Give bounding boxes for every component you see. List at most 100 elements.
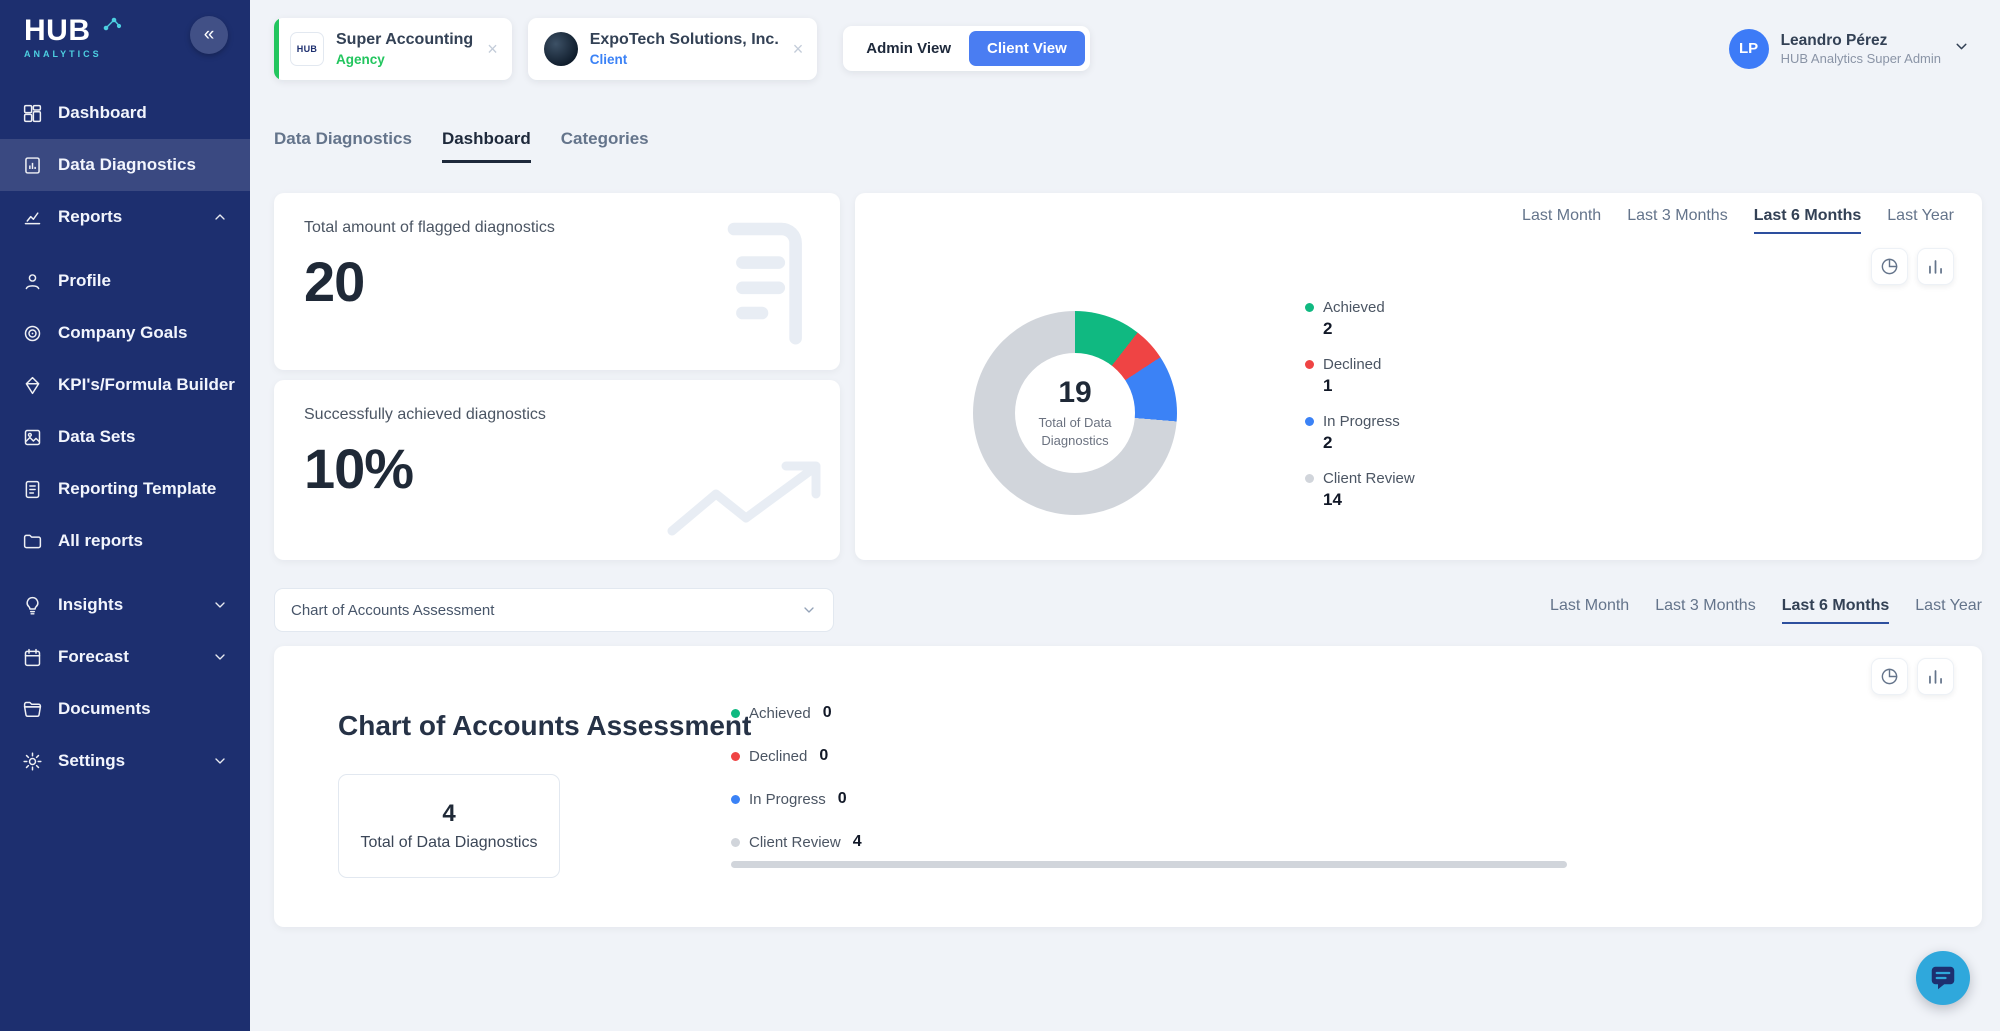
in-progress-dot	[731, 794, 740, 804]
tab-categories[interactable]: Categories	[560, 129, 649, 148]
assessment-bar	[731, 861, 1567, 868]
client-logo	[543, 31, 578, 66]
user-role: HUB Analytics Super Admin	[1780, 51, 1941, 67]
time-filter-tabs: Last Month Last 3 Months Last 6 Months L…	[1550, 597, 1982, 624]
sidebar-item-reporting-template[interactable]: Reporting Template	[0, 463, 250, 515]
assessment-total-value: 4	[442, 800, 456, 827]
client-view-button[interactable]: Client View	[969, 31, 1085, 66]
filter-last-3-months[interactable]: Last 3 Months	[1655, 596, 1756, 614]
data-sets-icon	[22, 427, 43, 448]
achieved-dot	[1305, 303, 1314, 312]
hub-logo-subtitle: ANALYTICS	[24, 49, 102, 59]
view-toggle: Admin View Client View	[843, 26, 1090, 71]
client-chip-subtitle: Client	[589, 52, 628, 67]
tab-dashboard[interactable]: Dashboard	[441, 129, 531, 163]
sidebar-item-profile[interactable]: Profile	[0, 255, 250, 307]
admin-view-button[interactable]: Admin View	[848, 31, 969, 66]
sidebar-item-documents[interactable]: Documents	[0, 683, 250, 735]
filter-last-month[interactable]: Last Month	[1550, 596, 1630, 614]
bar-chart-icon	[1929, 260, 1942, 274]
legend-item-achieved: Achieved 0	[731, 704, 862, 722]
sidebar-item-label: Data Sets	[58, 427, 136, 446]
diagnostics-donut-card: Last Month Last 3 Months Last 6 Months L…	[855, 193, 1982, 560]
donut-total-value: 19	[1058, 376, 1092, 410]
sidebar-item-insights[interactable]: Insights	[0, 579, 250, 631]
pie-chart-toggle-button[interactable]	[1871, 248, 1908, 285]
hub-logo-network-icon	[102, 10, 122, 40]
documents-folder-icon	[22, 699, 43, 720]
assessment-total-label: Total of Data Diagnostics	[360, 834, 538, 851]
avatar: LP	[1728, 28, 1769, 69]
chevron-up-icon	[212, 209, 228, 225]
main-area: HUB Super Accounting Agency × ExpoTech S…	[250, 0, 2000, 1031]
achieved-diagnostics-label: Successfully achieved diagnostics	[304, 406, 546, 423]
content: Data Diagnostics Dashboard Categories To…	[250, 97, 2000, 927]
close-icon[interactable]: ×	[487, 38, 498, 59]
sidebar-item-kpi-formula-builder[interactable]: KPI's/Formula Builder	[0, 359, 250, 411]
page-tabs: Data Diagnostics Dashboard Categories	[274, 129, 1982, 163]
gear-icon	[22, 751, 43, 772]
chat-fab-button[interactable]	[1916, 951, 1970, 1005]
filter-last-6-months[interactable]: Last 6 Months	[1781, 597, 1890, 624]
sidebar-item-label: All reports	[58, 531, 144, 550]
sidebar-item-settings[interactable]: Settings	[0, 735, 250, 787]
sidebar-item-company-goals[interactable]: Company Goals	[0, 307, 250, 359]
sidebar-header: HUB ANALYTICS «	[0, 0, 250, 59]
reports-icon	[22, 207, 43, 228]
close-icon[interactable]: ×	[792, 38, 804, 59]
filter-last-year[interactable]: Last Year	[1915, 596, 1982, 614]
hub-logo: HUB ANALYTICS	[24, 16, 121, 59]
assessment-select-value: Chart of Accounts Assessment	[291, 601, 495, 619]
calendar-icon	[22, 647, 43, 668]
topbar: HUB Super Accounting Agency × ExpoTech S…	[250, 0, 2000, 97]
time-filter-tabs: Last Month Last 3 Months Last 6 Months L…	[855, 193, 1982, 234]
sidebar-item-label: KPI's/Formula Builder	[58, 375, 235, 394]
legend-item-client-review: Client Review 14	[1305, 470, 1415, 510]
declined-dot	[731, 751, 740, 761]
user-menu[interactable]: LP Leandro Pérez HUB Analytics Super Adm…	[1728, 28, 1970, 69]
tab-data-diagnostics[interactable]: Data Diagnostics	[274, 129, 412, 148]
agency-chip-subtitle: Agency	[336, 52, 385, 67]
sidebar-item-dashboard[interactable]: Dashboard	[0, 87, 250, 139]
client-chip[interactable]: ExpoTech Solutions, Inc. Client ×	[527, 17, 818, 80]
chevron-down-icon	[212, 649, 228, 665]
kpi-diamond-icon	[22, 375, 43, 396]
assessment-chart-card: Chart of Accounts Assessment 4 Total of …	[274, 646, 1982, 927]
pie-chart-toggle-button[interactable]	[1871, 658, 1908, 695]
agency-logo: HUB	[290, 31, 324, 66]
dashboard-icon	[22, 103, 43, 124]
user-name: Leandro Pérez	[1780, 31, 1888, 49]
in-progress-dot	[1305, 417, 1314, 426]
sidebar-item-data-diagnostics[interactable]: Data Diagnostics	[0, 139, 250, 191]
legend-item-declined: Declined 1	[1305, 356, 1415, 396]
sidebar-item-label: Company Goals	[58, 323, 188, 342]
sidebar-nav: Dashboard Data Diagnostics Reports	[0, 87, 250, 787]
sidebar-item-label: Documents	[58, 699, 151, 718]
pie-chart-icon	[1881, 258, 1898, 275]
filter-last-3-months[interactable]: Last 3 Months	[1627, 207, 1728, 224]
assessment-controls-row: Chart of Accounts Assessment Last Month …	[274, 588, 1982, 632]
collapse-icon: «	[203, 24, 215, 45]
achieved-dot	[731, 708, 740, 718]
lightbulb-icon	[22, 595, 43, 616]
sidebar-item-data-sets[interactable]: Data Sets	[0, 411, 250, 463]
bar-chart-toggle-button[interactable]	[1917, 248, 1954, 285]
sidebar-collapse-button[interactable]: «	[190, 16, 228, 54]
legend-item-declined: Declined 0	[731, 747, 862, 765]
sidebar-item-label: Dashboard	[58, 103, 147, 122]
sidebar-item-all-reports[interactable]: All reports	[0, 515, 250, 567]
legend-item-in-progress: In Progress 0	[731, 790, 862, 808]
chat-bubble-icon	[1931, 966, 1955, 990]
assessment-select[interactable]: Chart of Accounts Assessment	[274, 588, 834, 632]
agency-chip[interactable]: HUB Super Accounting Agency ×	[274, 17, 512, 80]
filter-last-year[interactable]: Last Year	[1887, 207, 1954, 224]
achieved-diagnostics-value: 10%	[304, 437, 414, 500]
bar-chart-toggle-button[interactable]	[1917, 658, 1954, 695]
sidebar-item-forecast[interactable]: Forecast	[0, 631, 250, 683]
sidebar-item-label: Forecast	[58, 647, 129, 666]
sidebar-item-reports[interactable]: Reports	[0, 191, 250, 243]
filter-last-6-months[interactable]: Last 6 Months	[1753, 207, 1862, 234]
filter-last-month[interactable]: Last Month	[1522, 207, 1602, 224]
pie-chart-icon	[1881, 668, 1898, 685]
